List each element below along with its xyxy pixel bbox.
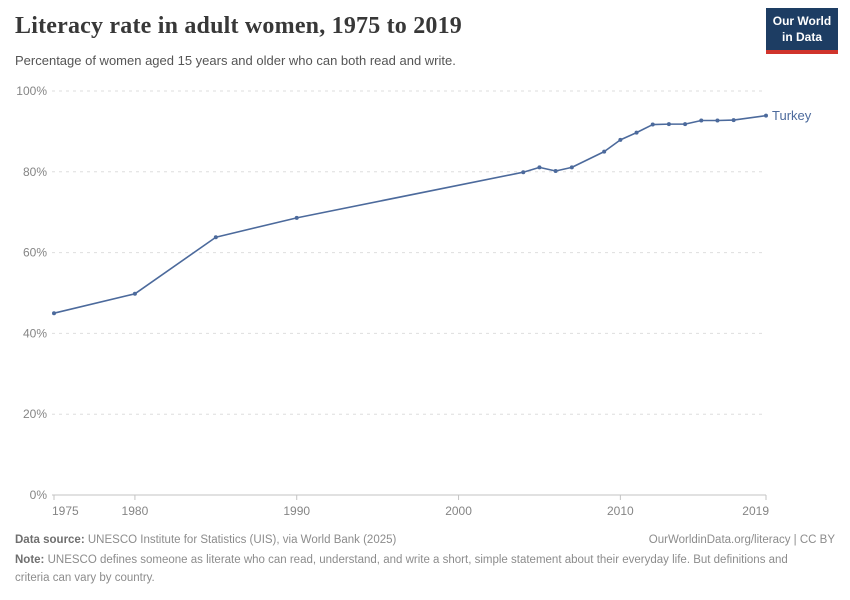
data-point bbox=[213, 235, 218, 240]
note-label: Note: bbox=[15, 554, 45, 567]
data-point bbox=[521, 170, 526, 175]
x-tick-label: 1990 bbox=[283, 504, 310, 518]
data-point bbox=[683, 122, 688, 127]
y-tick-label: 20% bbox=[23, 407, 47, 421]
data-point bbox=[569, 165, 574, 170]
y-tick-label: 60% bbox=[23, 246, 47, 260]
data-point bbox=[618, 137, 623, 142]
x-tick-label: 2000 bbox=[445, 504, 472, 518]
data-point bbox=[132, 291, 137, 296]
chart-canvas: 0% 20% 40% 60% 80% 100% 1975 1980 1990 2000 2010 20… bbox=[16, 84, 812, 518]
owid-logo[interactable]: Our World in Data bbox=[766, 8, 838, 55]
owid-logo-line2: in Data bbox=[781, 29, 822, 44]
line-chart: 0% 20% 40% 60% 80% 100% 1975 1980 1990 2000 2010 20… bbox=[0, 78, 850, 528]
x-tick-label: 1975 bbox=[52, 504, 79, 518]
page-title: Literacy rate in adult women, 1975 to 20… bbox=[15, 13, 463, 39]
data-point bbox=[764, 113, 768, 118]
data-point bbox=[634, 130, 639, 135]
data-point bbox=[650, 122, 655, 127]
x-tick-label: 2019 bbox=[742, 504, 769, 518]
y-tick-label: 40% bbox=[23, 326, 47, 340]
owid-license-link[interactable]: OurWorldinData.org/literacy | CC BY bbox=[648, 534, 835, 546]
data-source-label: Data source: bbox=[15, 534, 85, 546]
y-tick-label: 80% bbox=[23, 165, 47, 179]
data-point bbox=[699, 118, 704, 123]
note-text: UNESCO defines someone as literate who c… bbox=[15, 554, 788, 584]
chart-subtitle: Percentage of women aged 15 years and ol… bbox=[15, 53, 456, 68]
data-point bbox=[294, 215, 299, 220]
y-tick-label: 100% bbox=[16, 84, 47, 98]
x-tick-label: 1980 bbox=[122, 504, 149, 518]
data-point bbox=[666, 122, 671, 127]
data-point bbox=[731, 118, 736, 123]
series-label: Turkey bbox=[772, 108, 812, 123]
data-point bbox=[52, 311, 56, 316]
note-line: Note: UNESCO defines someone as literate… bbox=[15, 552, 793, 587]
data-source-line: Data source: UNESCO Institute for Statis… bbox=[15, 532, 396, 549]
data-point bbox=[537, 165, 542, 170]
data-point bbox=[553, 168, 558, 173]
series-line bbox=[53, 114, 767, 314]
data-source-text: UNESCO Institute for Statistics (UIS), v… bbox=[87, 534, 397, 546]
data-point bbox=[715, 118, 720, 123]
owid-logo-line1: Our World bbox=[772, 14, 832, 28]
chart-footer: Data source: UNESCO Institute for Statis… bbox=[15, 532, 835, 587]
data-point bbox=[602, 149, 607, 154]
y-tick-label: 0% bbox=[30, 488, 48, 502]
x-tick-label: 2010 bbox=[607, 504, 634, 518]
